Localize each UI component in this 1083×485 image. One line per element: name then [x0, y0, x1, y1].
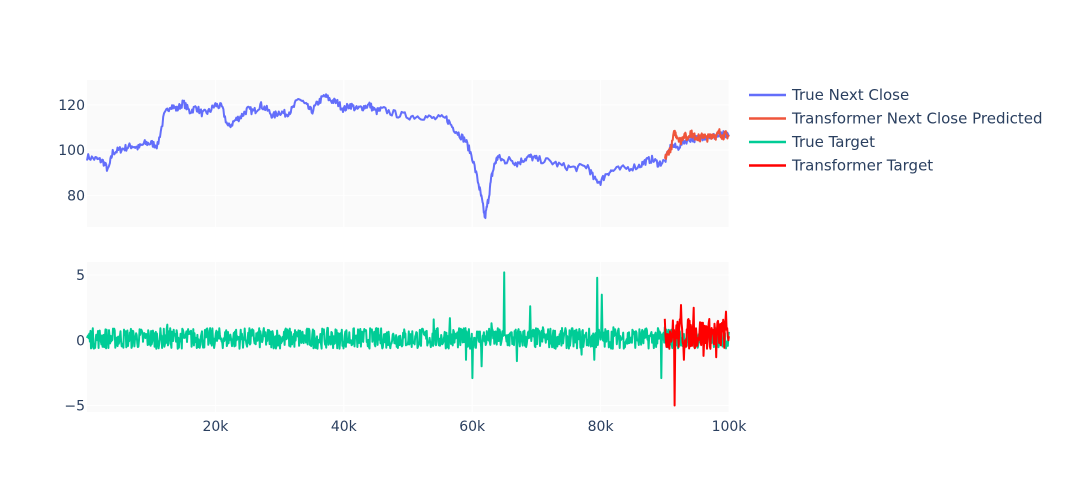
legend-label: True Next Close	[791, 86, 909, 104]
x-tick-label: 60k	[459, 419, 486, 435]
series-line-true-next-close	[86, 93, 730, 220]
bottom-y-tick-label: −5	[64, 398, 85, 414]
legend-label: True Target	[791, 133, 875, 151]
legend-item-true-next-close[interactable]: True Next Close	[749, 86, 909, 104]
top-panel: 80 100 120	[58, 80, 730, 227]
legend-item-transformer-next-close-predicted[interactable]: Transformer Next Close Predicted	[749, 110, 1043, 128]
x-axis: 20k 40k 60k 80k 100k	[202, 419, 747, 435]
x-tick-label: 40k	[331, 419, 358, 435]
bottom-panel: −5 0 5	[64, 262, 730, 414]
x-tick-label: 20k	[202, 419, 229, 435]
series-line-true-target	[86, 271, 730, 380]
bottom-y-tick-label: 5	[76, 268, 85, 284]
top-y-tick-label: 100	[58, 143, 85, 159]
legend-item-true-target[interactable]: True Target	[749, 133, 875, 151]
bottom-y-tick-label: 0	[76, 333, 85, 349]
legend-label: Transformer Target	[791, 157, 933, 175]
top-y-tick-label: 80	[67, 188, 85, 204]
legend-item-transformer-target[interactable]: Transformer Target	[749, 157, 933, 175]
legend-label: Transformer Next Close Predicted	[791, 110, 1043, 128]
top-y-tick-label: 120	[58, 98, 85, 114]
series-line-transformer-next-close-predicted	[663, 128, 730, 160]
legend[interactable]: True Next Close Transformer Next Close Pr…	[749, 86, 1043, 175]
series-line-transformer-target	[663, 304, 730, 407]
x-tick-label: 100k	[712, 419, 748, 435]
x-tick-label: 80k	[588, 419, 615, 435]
